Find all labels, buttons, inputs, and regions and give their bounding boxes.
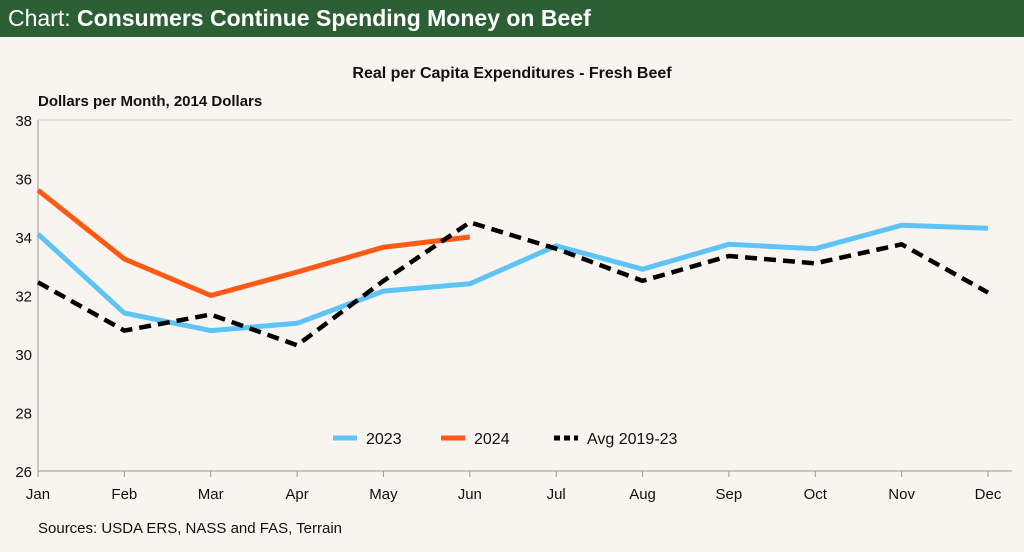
x-tick-label: Feb — [111, 486, 137, 503]
y-tick-label: 34 — [15, 230, 32, 247]
series-line-2023 — [36, 222, 989, 334]
header-title: Consumers Continue Spending Money on Bee… — [77, 5, 591, 31]
y-tick-label: 30 — [15, 347, 32, 364]
x-tick-label: Dec — [975, 486, 1002, 503]
x-tick-label: Oct — [804, 486, 828, 503]
x-tick-label: Mar — [198, 486, 224, 503]
y-tick-label: 28 — [15, 406, 32, 423]
y-tick-label: 36 — [15, 172, 32, 189]
x-tick-label: Apr — [285, 486, 308, 503]
legend-label: 2024 — [474, 431, 510, 448]
legend-label: 2023 — [366, 431, 402, 448]
x-tick-label: Jun — [458, 486, 482, 503]
legend-label: Avg 2019-23 — [587, 431, 678, 448]
x-tick-label: Jul — [547, 486, 566, 503]
x-tick-label: May — [369, 486, 398, 503]
x-tick-label: Aug — [629, 486, 656, 503]
y-tick-label: 38 — [15, 113, 32, 130]
chart-title: Real per Capita Expenditures - Fresh Bee… — [352, 65, 672, 82]
series-line-avg-2019-23 — [36, 220, 990, 348]
series-line-2024 — [36, 188, 471, 298]
sources-note: Sources: USDA ERS, NASS and FAS, Terrain — [38, 520, 343, 537]
x-tick-label: Sep — [716, 486, 743, 503]
y-axis-label: Dollars per Month, 2014 Dollars — [38, 93, 262, 110]
x-tick-label: Nov — [888, 486, 915, 503]
x-tick-label: Jan — [26, 486, 50, 503]
header-prefix: Chart: — [8, 5, 78, 31]
y-tick-label: 26 — [15, 464, 32, 481]
chart-header: Chart: Consumers Continue Spending Money… — [0, 0, 1024, 37]
y-tick-label: 32 — [15, 289, 32, 306]
